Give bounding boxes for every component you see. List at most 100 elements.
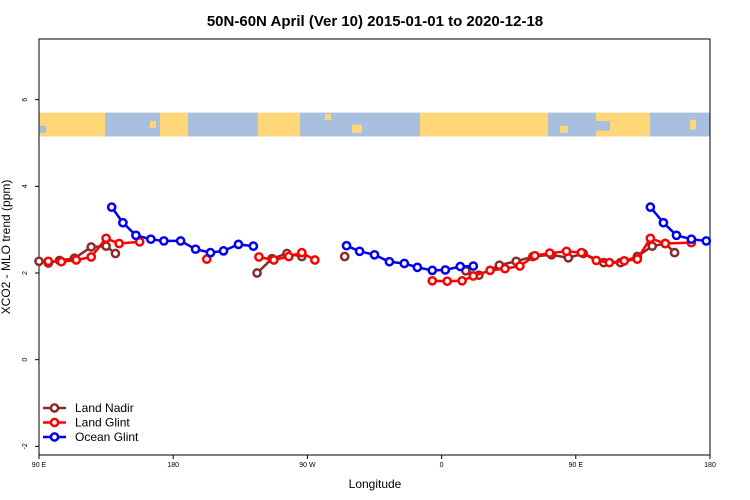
- ocean-glint-point: [468, 261, 479, 271]
- ocean-glint-line: [110, 206, 254, 254]
- ocean-glint-point: [175, 236, 186, 246]
- x-tick-label: 90 W: [299, 462, 316, 469]
- series-ocean-glint: [106, 202, 712, 276]
- legend-swatch-marker: [49, 417, 60, 428]
- ocean-glint-point: [455, 261, 466, 272]
- map-ocean: [200, 117, 245, 130]
- land-glint-point: [468, 271, 479, 281]
- legend-label: Land Glint: [75, 416, 130, 430]
- ocean-glint-point: [145, 234, 156, 245]
- land-glint-point: [86, 252, 97, 262]
- map-ocean: [560, 119, 590, 132]
- ocean-glint-point: [131, 230, 141, 241]
- land-nadir-point: [101, 241, 111, 251]
- ocean-glint-point: [399, 258, 410, 269]
- ocean-glint-point: [686, 234, 697, 245]
- x-tick-label: 90 E: [569, 462, 584, 469]
- land-glint-point: [604, 257, 615, 268]
- ocean-glint-point: [412, 262, 423, 273]
- land-glint-point: [101, 233, 111, 244]
- ocean-glint-point: [159, 236, 169, 246]
- legend-item-ocean-glint: Ocean Glint: [43, 430, 139, 444]
- ocean-glint-point: [233, 239, 244, 250]
- land-nadir-point: [110, 248, 121, 259]
- y-tick-label: 6: [22, 98, 29, 102]
- x-axis-label: Longitude: [349, 477, 402, 491]
- ocean-glint-point: [369, 249, 380, 260]
- land-glint-point: [632, 254, 643, 264]
- land-glint-point: [296, 247, 307, 258]
- map-ocean: [330, 123, 355, 137]
- land-glint-point: [457, 275, 467, 286]
- legend-label: Land Nadir: [75, 401, 134, 415]
- land-nadir-point: [252, 268, 262, 278]
- series-land-nadir: [34, 238, 680, 281]
- y-tick-label: 2: [22, 271, 29, 275]
- land-glint-point: [529, 250, 540, 261]
- ocean-glint-point: [205, 247, 216, 258]
- land-glint-point: [71, 255, 82, 265]
- land-glint-point: [43, 256, 54, 267]
- map-land-patch: [690, 119, 696, 130]
- land-glint-point: [427, 275, 438, 286]
- map-land-patch: [150, 121, 156, 129]
- ocean-glint-point: [106, 202, 117, 212]
- map-land-patch: [352, 124, 362, 133]
- land-glint-point: [56, 256, 67, 267]
- land-nadir-point: [669, 247, 680, 258]
- ocean-glint-point: [701, 236, 712, 246]
- land-glint-point: [310, 255, 320, 265]
- land-glint-point: [515, 261, 525, 271]
- land-glint-point: [645, 233, 656, 244]
- ocean-glint-point: [218, 246, 229, 256]
- land-nadir-line: [256, 252, 303, 274]
- legend-item-land-nadir: Land Nadir: [43, 401, 134, 415]
- map-land-patch: [325, 113, 331, 120]
- land-glint-point: [283, 251, 294, 262]
- chart-title: 50N-60N April (Ver 10) 2015-01-01 to 202…: [207, 13, 543, 30]
- land-nadir-point: [647, 241, 658, 251]
- land-nadir-point: [86, 242, 97, 252]
- map-ocean: [596, 121, 610, 131]
- land-glint-point: [544, 248, 555, 258]
- x-axis: 90 E 180 90 W 0 90 E 180: [32, 455, 716, 469]
- x-tick-label: 90 E: [32, 462, 47, 469]
- legend-swatch-marker: [49, 403, 60, 413]
- legend-label: Ocean Glint: [75, 430, 139, 444]
- ocean-glint-point: [440, 265, 451, 275]
- ocean-glint-point: [248, 241, 259, 251]
- map-ocean: [668, 115, 688, 132]
- ocean-glint-point: [671, 230, 682, 241]
- map-land-patch: [560, 125, 568, 133]
- y-tick-label: 0: [22, 358, 29, 362]
- land-nadir-point: [339, 251, 350, 262]
- y-axis: -2 0 2 4 6: [22, 98, 39, 449]
- legend-item-land-glint: Land Glint: [43, 416, 130, 430]
- series-layer: [34, 202, 712, 287]
- y-tick-label: 4: [22, 184, 29, 188]
- ocean-glint-line: [346, 244, 474, 272]
- land-glint-point: [442, 276, 453, 287]
- land-nadir-point: [34, 256, 44, 267]
- land-glint-point: [591, 255, 602, 266]
- land-glint-point: [619, 256, 630, 266]
- y-axis-label: XCO2 - MLO trend (ppm): [0, 180, 13, 315]
- series-land-glint: [43, 233, 697, 287]
- ocean-glint-point: [427, 265, 438, 276]
- land-glint-point: [254, 252, 264, 262]
- land-glint-point: [114, 238, 124, 249]
- map-ocean: [118, 116, 148, 131]
- plot-frame: [38, 38, 711, 456]
- land-glint-point: [576, 247, 587, 258]
- land-glint-point: [269, 255, 279, 265]
- y-tick-label: -2: [22, 443, 29, 449]
- land-glint-point: [561, 246, 572, 257]
- map-ocean: [40, 125, 46, 133]
- ocean-glint-point: [354, 246, 365, 257]
- land-glint-point: [660, 238, 671, 249]
- ocean-glint-point: [658, 217, 669, 228]
- ocean-glint-point: [645, 202, 656, 212]
- land-glint-point: [485, 265, 495, 276]
